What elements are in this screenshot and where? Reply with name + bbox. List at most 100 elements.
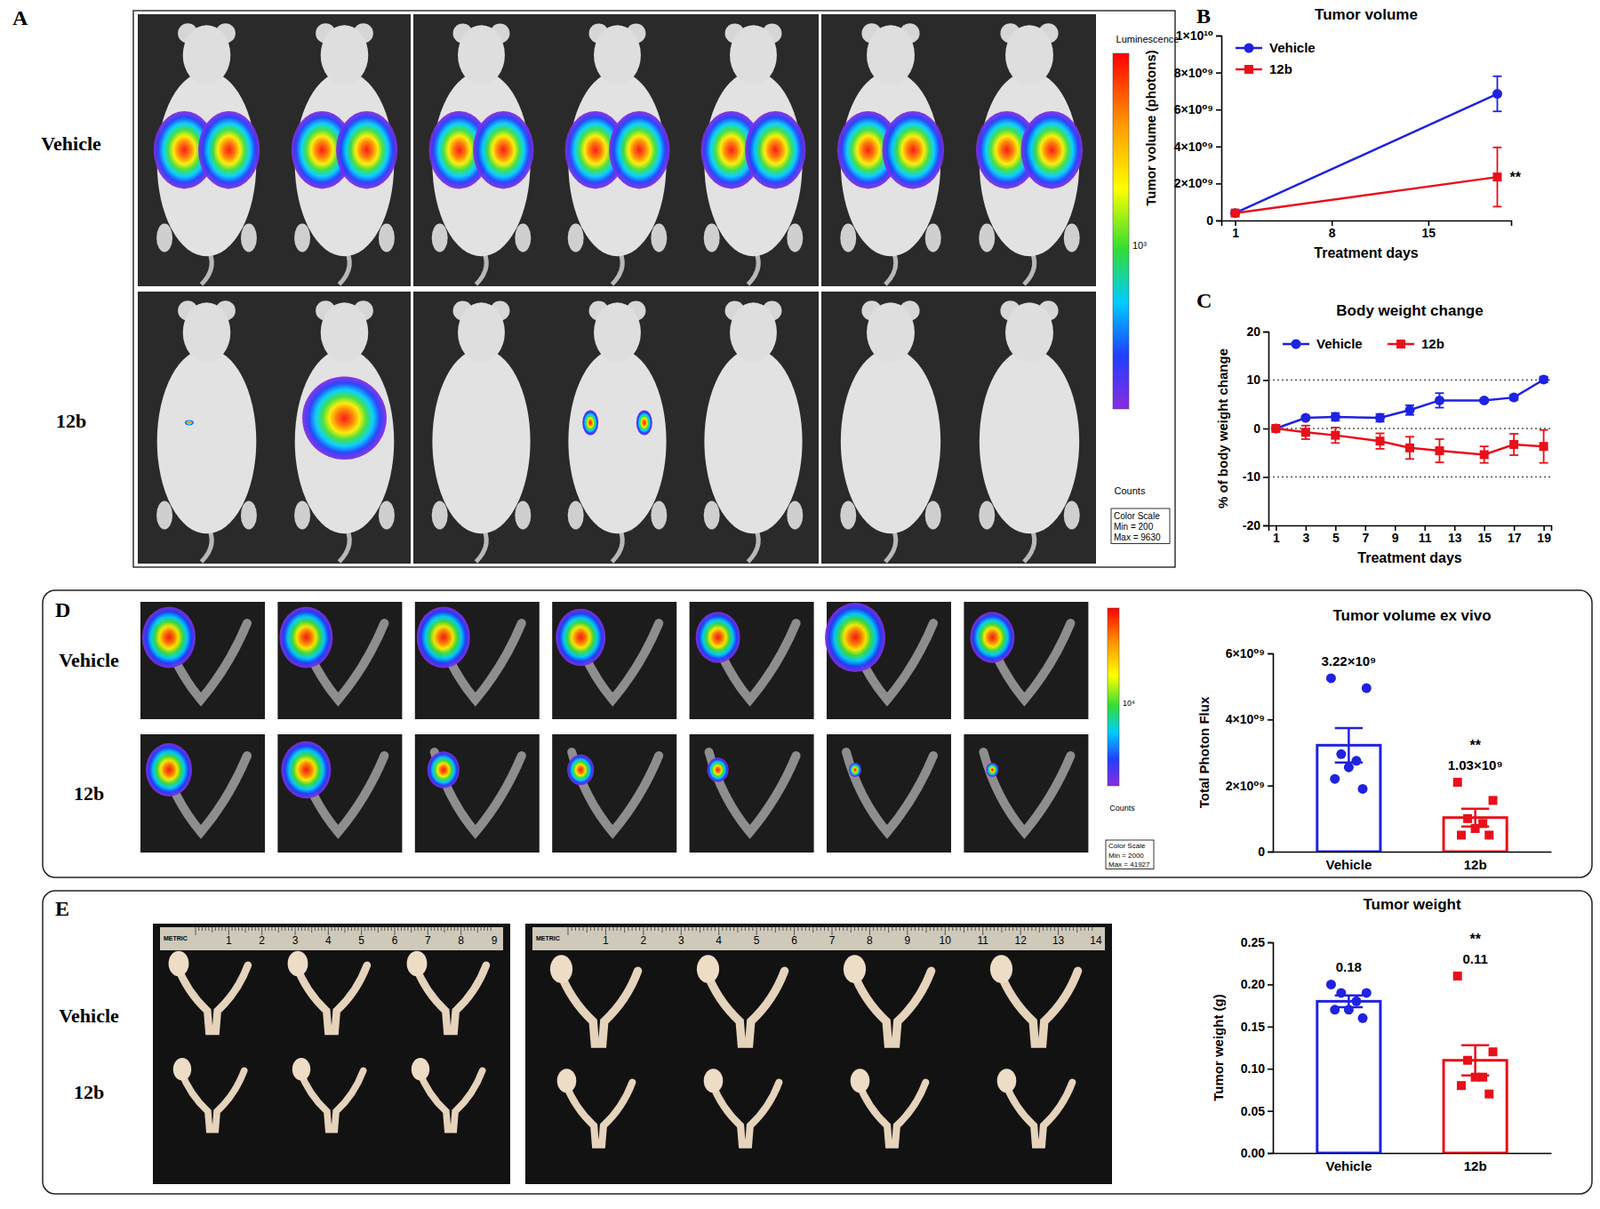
point: [1405, 405, 1416, 416]
ruler-tick: [1054, 927, 1056, 931]
colorbar-tick: 10⁴: [1122, 698, 1136, 708]
ruler-tick: [1076, 927, 1078, 933]
annotation: **: [1509, 169, 1521, 185]
ruler-tick: [854, 927, 856, 931]
ruler-tick: [929, 927, 931, 931]
ruler-tick: [997, 927, 999, 931]
ruler-tick: [669, 927, 671, 931]
uterus: [858, 1082, 927, 1145]
point: [1376, 436, 1385, 446]
ruler-tick: [650, 927, 652, 931]
mouse-body: [979, 348, 1080, 534]
ruler-tick: [677, 927, 679, 931]
luminescence: [302, 376, 387, 460]
ruler-tick: [440, 927, 442, 931]
tick-mark: [1263, 379, 1269, 382]
tick: 6×10⁰⁹: [1174, 102, 1222, 117]
luminescence: [1020, 111, 1083, 189]
mouse-body: [432, 348, 530, 534]
tick: 4×10⁰⁹: [1225, 712, 1273, 727]
ruler-tick: [733, 927, 735, 931]
row-label: Vehicle: [40, 132, 102, 155]
tick-label: 11: [1418, 530, 1432, 545]
ruler-tick: [711, 927, 712, 931]
ruler-tick: [741, 927, 743, 931]
ruler-tick: [384, 927, 385, 931]
ex-vivo-image: [824, 601, 952, 720]
uterus: [296, 965, 368, 1032]
ruler-tick: [400, 927, 402, 931]
uterus: [180, 1070, 244, 1129]
ruler-tick: [967, 927, 968, 931]
luminescence: [696, 611, 741, 664]
plot-area: [1317, 672, 1507, 852]
ruler-tick: [341, 927, 343, 931]
ruler-tick: [888, 927, 889, 933]
mouse-foot: [240, 501, 257, 530]
luminescence: [985, 762, 999, 777]
ruler-tick: [657, 927, 659, 931]
point: [1358, 1013, 1368, 1024]
bar: [1443, 1060, 1507, 1153]
ruler-tick: [1035, 927, 1037, 931]
point: [1471, 1072, 1480, 1082]
legend-label: Vehicle: [1316, 336, 1363, 352]
ruler-tick: [699, 927, 701, 933]
ruler-tick: [692, 927, 694, 931]
mouse: [432, 300, 532, 562]
tick-label: 1: [1272, 530, 1280, 545]
tick-label: 0.00: [1240, 1145, 1265, 1160]
ruler-tick: [414, 927, 416, 931]
tick: 9: [1392, 525, 1400, 545]
tumor: [288, 951, 309, 977]
mouse-body: [295, 348, 395, 534]
tumor: [843, 954, 866, 984]
chart-title: Tumor weight: [1362, 896, 1462, 913]
row-label: Vehicle: [58, 1004, 120, 1027]
ruler-tick: [839, 927, 840, 931]
point: [1230, 208, 1240, 218]
luminescence: [608, 111, 670, 189]
ruler-tick: [582, 927, 584, 931]
uterus: [846, 752, 934, 832]
data-label: 0.11: [1462, 951, 1488, 967]
y-axis: 02×10⁰⁹4×10⁰⁹6×10⁰⁹8×10⁰⁹1×10¹⁰: [1174, 28, 1223, 228]
point: [1492, 88, 1503, 99]
ruler-tick: [374, 927, 376, 931]
tick-mark: [1267, 984, 1273, 986]
error-cap: [1492, 110, 1502, 112]
ruler-tick: [1061, 927, 1063, 931]
ruler-tick: [846, 927, 848, 931]
ruler-tick: [241, 927, 243, 931]
plot-area: [1230, 76, 1503, 218]
tick-label: 0.20: [1240, 976, 1265, 992]
point: [1344, 762, 1354, 773]
tick-label: 7: [1361, 530, 1369, 545]
mouse: [429, 23, 535, 285]
ruler-tick: [1005, 927, 1007, 931]
point: [1361, 987, 1372, 998]
tick: 8: [1328, 220, 1336, 240]
tick-label: 19: [1536, 530, 1552, 545]
mouse-head: [729, 302, 777, 362]
mouse: [976, 23, 1083, 285]
tick-label: 0: [1253, 421, 1261, 436]
tumor: [696, 954, 720, 984]
ruler-tick: [487, 927, 488, 931]
row-label: 12b: [73, 782, 104, 805]
ruler-tick: [291, 927, 293, 931]
error-cap: [1301, 424, 1311, 427]
tick: Vehicle: [1326, 1158, 1373, 1174]
panel-d: DVehicle12b10⁴CountsColor ScaleMin = 200…: [42, 590, 1592, 878]
ruler-tick: [571, 927, 573, 931]
colorbar-scale-title: Color Scale: [1113, 511, 1160, 521]
ex-vivo-image: [826, 734, 952, 853]
ruler-tick: [1016, 927, 1017, 931]
ruler-tick: [364, 927, 366, 931]
ruler-tick: [467, 927, 469, 931]
uterus: [999, 970, 1078, 1044]
error-bar: [1473, 808, 1477, 827]
mouse-foot: [650, 224, 667, 253]
ruler-tick: [331, 927, 333, 931]
ruler-tick: [608, 927, 610, 931]
